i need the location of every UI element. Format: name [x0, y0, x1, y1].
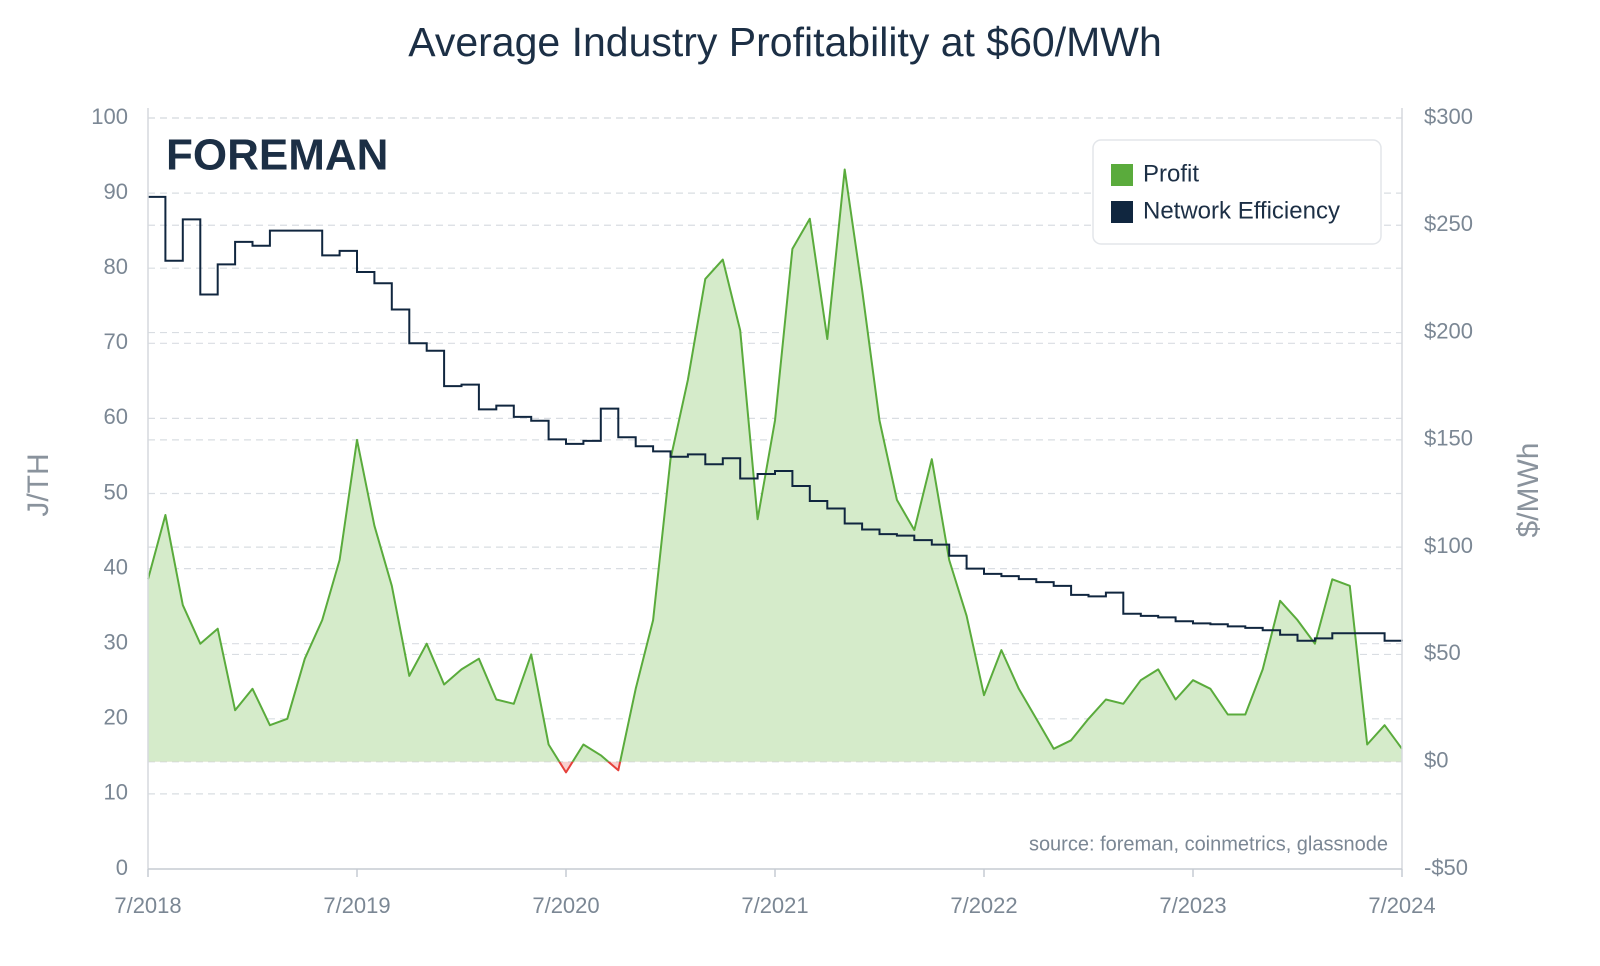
y-tick-label: 20	[104, 705, 128, 730]
y-tick-label: 100	[91, 104, 128, 129]
y2-tick-label: $50	[1424, 640, 1461, 665]
y2-tick-label: $200	[1424, 318, 1473, 343]
legend-swatch	[1111, 164, 1133, 186]
y-tick-label: 70	[104, 329, 128, 354]
y-tick-label: 0	[116, 855, 128, 880]
legend-swatch	[1111, 201, 1133, 223]
y-tick-label: 80	[104, 254, 128, 279]
brand: FOREMAN	[166, 131, 388, 180]
y-tick-label: 30	[104, 630, 128, 655]
plot	[147, 168, 1403, 774]
x-tick-label: 7/2022	[950, 893, 1017, 918]
x-tick-label: 7/2024	[1368, 893, 1435, 918]
x-tick-label: 7/2018	[114, 893, 181, 918]
x-tick-label: 7/2021	[741, 893, 808, 918]
x-tick-label: 7/2020	[532, 893, 599, 918]
y2-tick-label: $0	[1424, 748, 1448, 773]
annotation: source: foreman, coinmetrics, glassnode	[1029, 833, 1388, 855]
x-tick-label: 7/2019	[323, 893, 390, 918]
efficiency-line	[148, 195, 1403, 642]
y-tick-label: 90	[104, 179, 128, 204]
legend-box	[1092, 139, 1382, 245]
axes: 0 10 20 30 40 50 60 70 80 90 100 -$50 $0 $50 $100 $150 $…	[91, 104, 1473, 918]
y-tick-label: 60	[104, 404, 128, 429]
legend: Profit Network Efficiency	[1092, 139, 1382, 245]
legend-label: Network Efficiency	[1143, 197, 1340, 224]
profit-line	[147, 168, 1403, 762]
x-tick-label: 7/2023	[1159, 893, 1226, 918]
profit-area	[148, 169, 1402, 762]
y2-tick-label: -$50	[1424, 855, 1468, 880]
y2-tick-label: $100	[1424, 533, 1473, 558]
legend-label: Profit	[1143, 160, 1199, 187]
y2-tick-label: $250	[1424, 211, 1473, 236]
y-tick-label: 10	[104, 780, 128, 805]
chart-title: Average Industry Profitability at $60/MW…	[408, 19, 1162, 65]
y-tick-label: 50	[104, 479, 128, 504]
y-tick-label: 40	[104, 554, 128, 579]
y2-tick-label: $300	[1424, 104, 1473, 129]
y2-tick-label: $150	[1424, 426, 1473, 451]
y2-axis-label: $/MWh	[1512, 442, 1545, 537]
y-axis-label: J/TH	[22, 453, 55, 516]
